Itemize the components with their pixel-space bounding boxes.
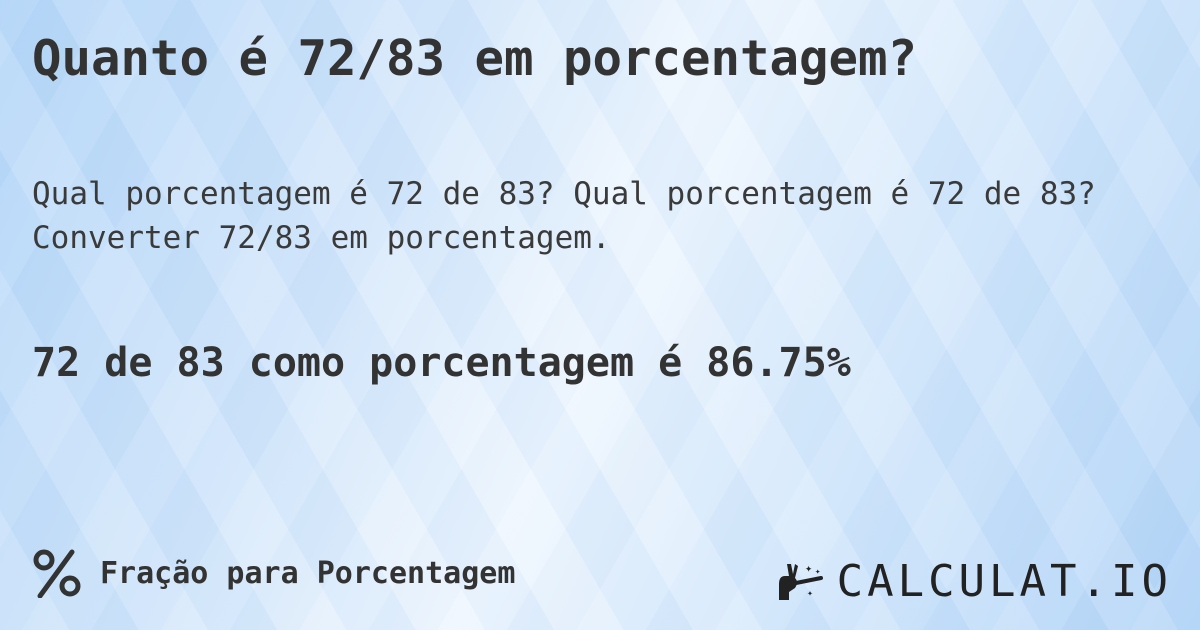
question-line-2: Converter 72/83 em porcentagem. xyxy=(32,220,611,256)
answer-text: 72 de 83 como porcentagem é 86.75% xyxy=(32,340,851,386)
magic-hand-wand-icon: ✦ ✦ ✦ xyxy=(778,561,823,600)
logo-text: CALCULAT.IO xyxy=(836,556,1172,607)
question-line-1: Qual porcentagem é 72 de 83? Qual porcen… xyxy=(32,176,1096,212)
page-title: Quanto é 72/83 em porcentagem? xyxy=(32,30,918,87)
svg-text:✦: ✦ xyxy=(815,567,821,577)
percent-icon xyxy=(33,549,81,598)
svg-text:✦: ✦ xyxy=(807,588,813,599)
category-link[interactable]: Fração para Porcentagem xyxy=(32,548,515,598)
category-label: Fração para Porcentagem xyxy=(100,555,516,591)
question-text: Qual porcentagem é 72 de 83? Qual porcen… xyxy=(32,172,1096,260)
logo[interactable]: ✦ ✦ ✦ CALCULAT.IO xyxy=(775,556,1172,607)
svg-text:✦: ✦ xyxy=(805,561,812,575)
